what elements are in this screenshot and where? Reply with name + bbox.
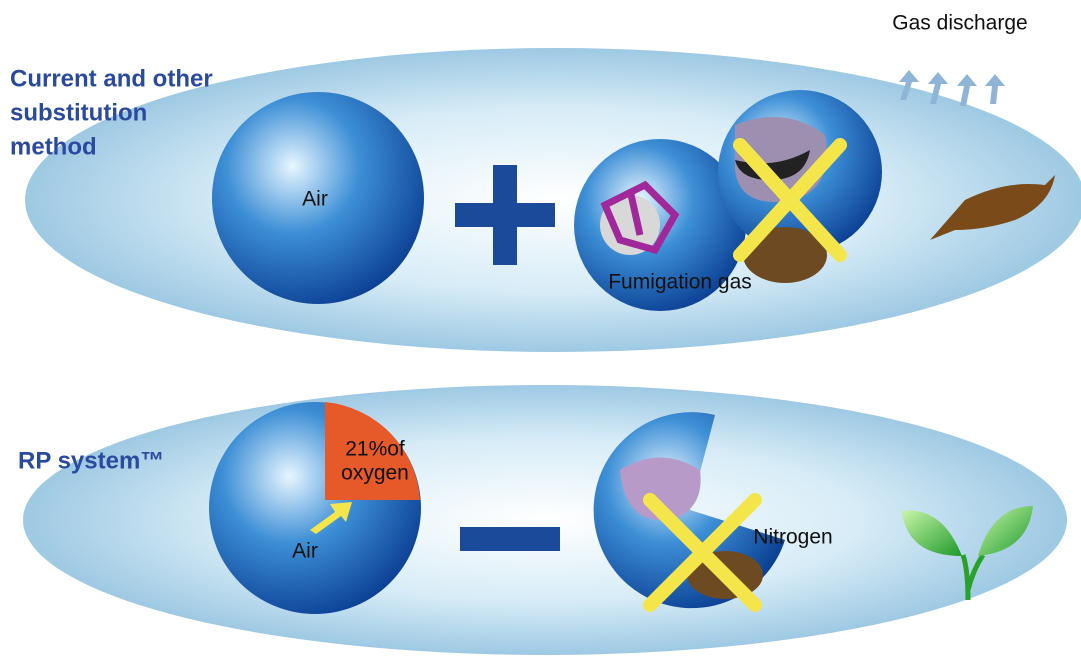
pest-glasses [735, 150, 810, 180]
molecule [600, 180, 680, 255]
air-label: Air [292, 540, 318, 563]
arrow [310, 502, 352, 534]
discharge-label: Gas discharge [892, 12, 1027, 35]
oxygen-label: oxygen [341, 462, 409, 485]
cross [733, 138, 847, 262]
discharge-arrows [899, 70, 1005, 106]
plus-sign [455, 165, 555, 265]
oxygen-label: 21%of [345, 438, 405, 461]
pest [620, 457, 701, 521]
cross [643, 493, 762, 612]
gas-label: Fumigation gas [608, 271, 752, 294]
title: RP system™ [18, 447, 164, 474]
nitrogen-label: Nitrogen [753, 526, 832, 549]
minus-sign [460, 527, 560, 551]
germ [600, 195, 660, 255]
title-line: method [10, 133, 97, 160]
title-line: Current and other [10, 65, 213, 92]
air-label: Air [302, 188, 328, 211]
oxygen-wedge [325, 402, 420, 500]
pest-body [743, 227, 827, 283]
air-sphere [212, 92, 424, 304]
panel-top [25, 48, 1081, 352]
sprout [902, 506, 1033, 601]
title-line: substitution [10, 99, 147, 126]
leaf [930, 175, 1055, 240]
